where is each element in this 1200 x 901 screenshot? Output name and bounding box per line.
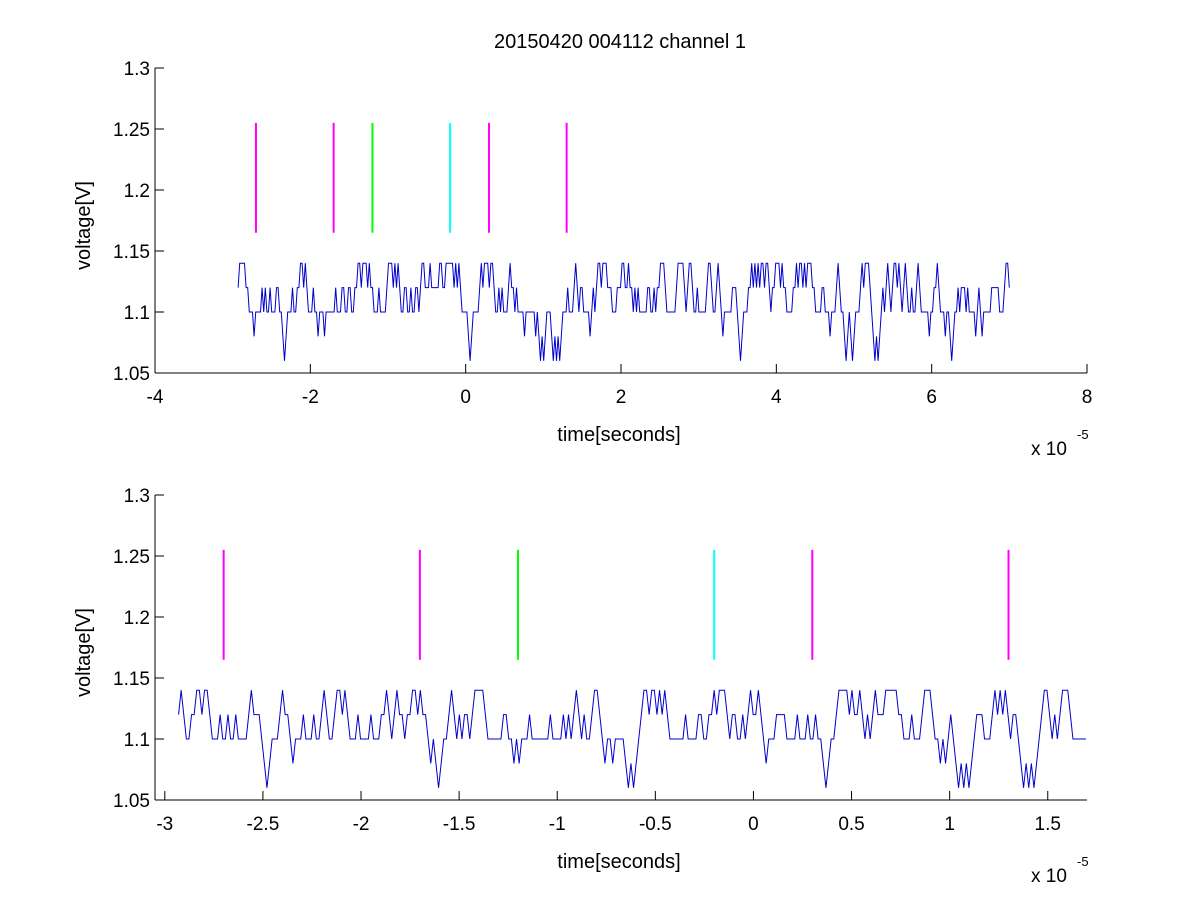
y-tick-label: 1.2 [124, 608, 150, 629]
x-tick-label: 0 [748, 814, 759, 835]
x-tick-label: 1 [944, 814, 955, 835]
x-axis-label: time[seconds] [557, 424, 680, 446]
y-axis-label: voltage[V] [73, 608, 95, 697]
x-tick-label: -2 [302, 387, 319, 408]
y-tick-label: 1.15 [113, 669, 150, 690]
x-tick-label: 6 [926, 387, 937, 408]
y-tick-label: 1.1 [124, 730, 150, 751]
y-tick-label: 1.05 [113, 364, 150, 385]
x-tick-label: -1.5 [443, 814, 476, 835]
voltage-signal-line [237, 262, 1010, 361]
y-tick-label: 1.25 [113, 120, 150, 141]
y-tick-label: 1.25 [113, 547, 150, 568]
top-plot: 1.05 1.1 1.15 1.2 1.25 1.3 -4 -2 0 2 4 6 8 time[secon… [73, 59, 1092, 460]
y-tick-label: 1.2 [124, 181, 150, 202]
x-tick-label: -1 [549, 814, 566, 835]
x-exponent-superscript: -5 [1077, 427, 1089, 442]
y-tick-label: 1.3 [124, 486, 150, 507]
x-exponent-superscript: -5 [1077, 854, 1089, 869]
x-tick-label: -2.5 [247, 814, 280, 835]
y-tick-label: 1.05 [113, 791, 150, 812]
x-tick-label: 8 [1082, 387, 1093, 408]
y-tick-label: 1.15 [113, 242, 150, 263]
y-tick-label: 1.1 [124, 303, 150, 324]
x-tick-label: 4 [771, 387, 782, 408]
y-tick-label: 1.3 [124, 59, 150, 80]
x-exponent-label: x 10 [1031, 439, 1067, 460]
bottom-plot: 1.05 1.1 1.15 1.2 1.25 1.3 -3 -2.5 -2 -1.5 -1 -0.5 0… [73, 486, 1089, 887]
x-tick-label: 1.5 [1035, 814, 1061, 835]
x-tick-label: -2 [353, 814, 370, 835]
x-tick-label: -0.5 [639, 814, 672, 835]
x-tick-label: 0 [460, 387, 471, 408]
x-exponent-label: x 10 [1031, 866, 1067, 887]
x-tick-label: 0.5 [838, 814, 864, 835]
x-tick-label: 2 [616, 387, 627, 408]
figure-title: 20150420 004112 channel 1 [494, 31, 746, 53]
x-tick-label: -3 [156, 814, 173, 835]
y-axis-label: voltage[V] [73, 181, 95, 270]
x-tick-label: -4 [147, 387, 164, 408]
x-axis-label: time[seconds] [557, 851, 680, 873]
voltage-signal-line [178, 689, 1086, 788]
